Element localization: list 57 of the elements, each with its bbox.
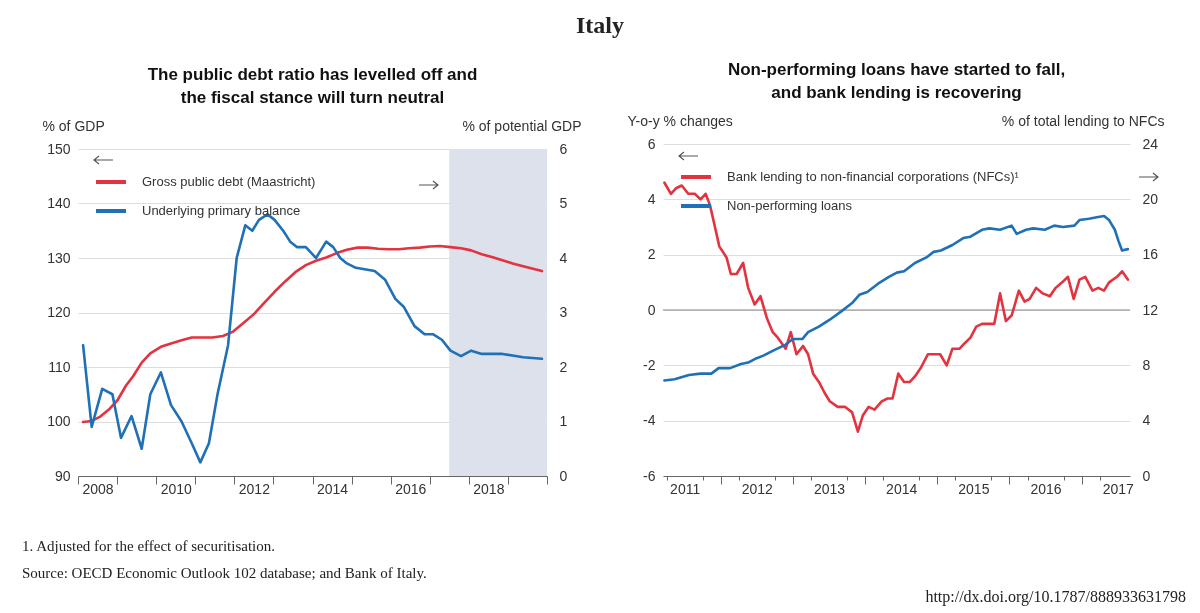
line-series xyxy=(81,244,544,424)
x-tick-label: 2012 xyxy=(741,480,774,497)
y-tick-label: -2 xyxy=(643,356,656,373)
y-tick-label: 90 xyxy=(54,467,71,484)
x-tick-label: 2014 xyxy=(316,480,349,497)
x-tick-label: 2012 xyxy=(238,480,271,497)
x-tick-label: 2010 xyxy=(160,480,192,497)
y2-tick-label: 16 xyxy=(1142,246,1159,263)
y-tick-label: 130 xyxy=(47,249,71,266)
y2-tick-label: 4 xyxy=(1142,412,1151,429)
x-tick-label: 2013 xyxy=(813,480,846,497)
y-tick-label: -4 xyxy=(643,412,656,429)
chart-title: Non-performing loans have started to fall, and bank lending is recovering xyxy=(727,60,1066,102)
y2-tick-label: 1 xyxy=(559,413,568,429)
y2-axis-title: % of total lending to NFCs xyxy=(1001,112,1165,129)
line-series xyxy=(663,214,1130,382)
legend-label: Underlying primary balance xyxy=(142,203,301,218)
y-tick-label: 4 xyxy=(647,190,656,207)
x-tick-label: 2014 xyxy=(886,480,918,497)
x-tick-label: 2017 xyxy=(1102,480,1135,497)
y-tick-label: 150 xyxy=(47,140,71,157)
legend-label: Gross public debt (Maastricht) xyxy=(142,174,316,189)
y-tick-label: 2 xyxy=(647,246,656,263)
chart-title: The public debt ratio has levelled off and the fiscal stance will turn neutral xyxy=(147,65,478,107)
x-tick-label: 2016 xyxy=(395,480,427,497)
y2-tick-label: 8 xyxy=(1142,356,1151,373)
y2-tick-label: 3 xyxy=(559,304,568,320)
y-tick-label: 120 xyxy=(47,304,71,320)
y-tick-label: -6 xyxy=(643,467,656,484)
y2-tick-label: 24 xyxy=(1142,135,1159,152)
y2-tick-label: 6 xyxy=(559,140,568,157)
x-tick-label: 2016 xyxy=(1030,480,1062,497)
y-axis-title: Y-o-y % changes xyxy=(627,112,733,129)
y2-tick-label: 20 xyxy=(1142,190,1159,207)
text: 1. Adjusted for the effect of securitisation. xyxy=(22,538,275,555)
x-tick-label: 2015 xyxy=(958,480,990,497)
y-axis-title: % of GDP xyxy=(42,117,105,134)
y-tick-label: 0 xyxy=(647,301,656,318)
legend-label: Non-performing loans xyxy=(727,198,853,213)
x-tick-label: 2011 xyxy=(670,480,701,497)
text: http://dx.doi.org/10.1787/888933631798 xyxy=(925,588,1186,606)
y2-tick-label: 0 xyxy=(559,467,568,484)
source-note: Source: OECD Economic Outlook 102 database; and Bank of Italy. xyxy=(22,565,427,582)
y-tick-label: 100 xyxy=(47,413,71,429)
y-tick-label: 6 xyxy=(647,135,656,152)
y2-tick-label: 2 xyxy=(559,358,568,375)
legend-label: Bank lending to non-financial corporations (NFCs)¹ xyxy=(727,169,1020,184)
y2-tick-label: 4 xyxy=(559,249,568,266)
y2-tick-label: 12 xyxy=(1142,301,1159,318)
y-tick-label: 110 xyxy=(48,358,71,375)
x-tick-label: 2008 xyxy=(82,480,114,497)
y-tick-label: 140 xyxy=(47,195,71,211)
text: Italy xyxy=(575,12,625,39)
y2-tick-label: 5 xyxy=(559,195,568,211)
y2-axis-title: % of potential GDP xyxy=(462,117,582,134)
x-tick-label: 2018 xyxy=(473,480,505,497)
y2-tick-label: 0 xyxy=(1142,467,1151,484)
